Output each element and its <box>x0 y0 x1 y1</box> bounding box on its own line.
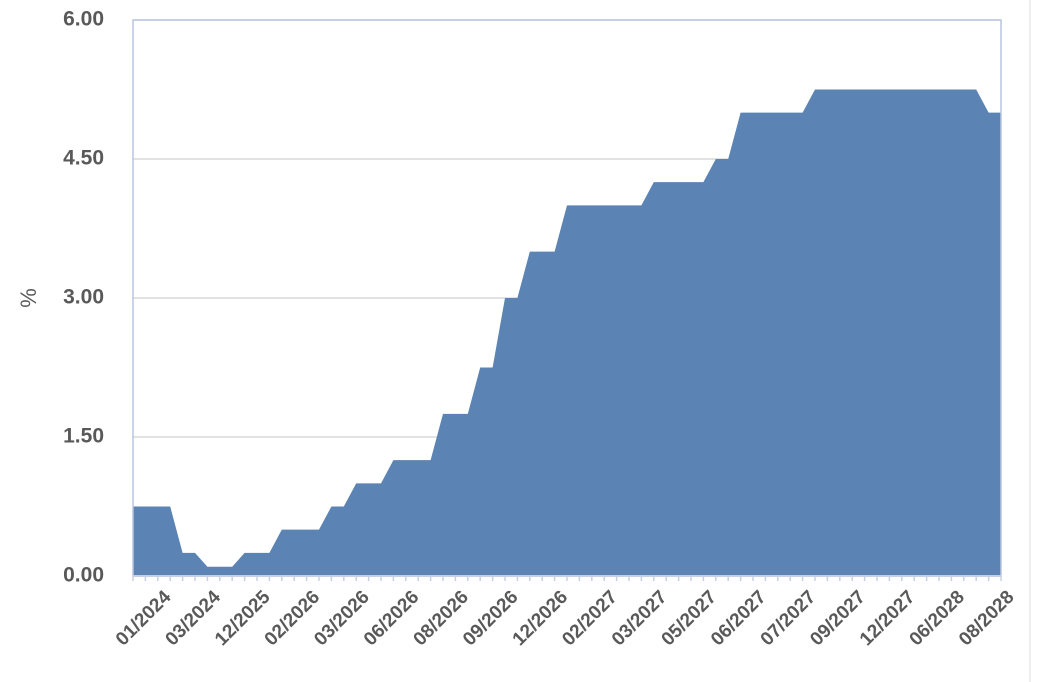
area <box>133 89 1001 576</box>
y-tick-label: 3.00 <box>63 286 104 309</box>
y-tick-label: 6.00 <box>63 8 104 31</box>
x-tick-label: 08/2028 <box>955 587 1018 650</box>
y-tick-label: 0.00 <box>63 564 104 587</box>
y-tick-label: 4.50 <box>63 147 104 170</box>
y-tick-label: 1.50 <box>63 425 104 448</box>
y-axis-label: % <box>16 288 41 308</box>
